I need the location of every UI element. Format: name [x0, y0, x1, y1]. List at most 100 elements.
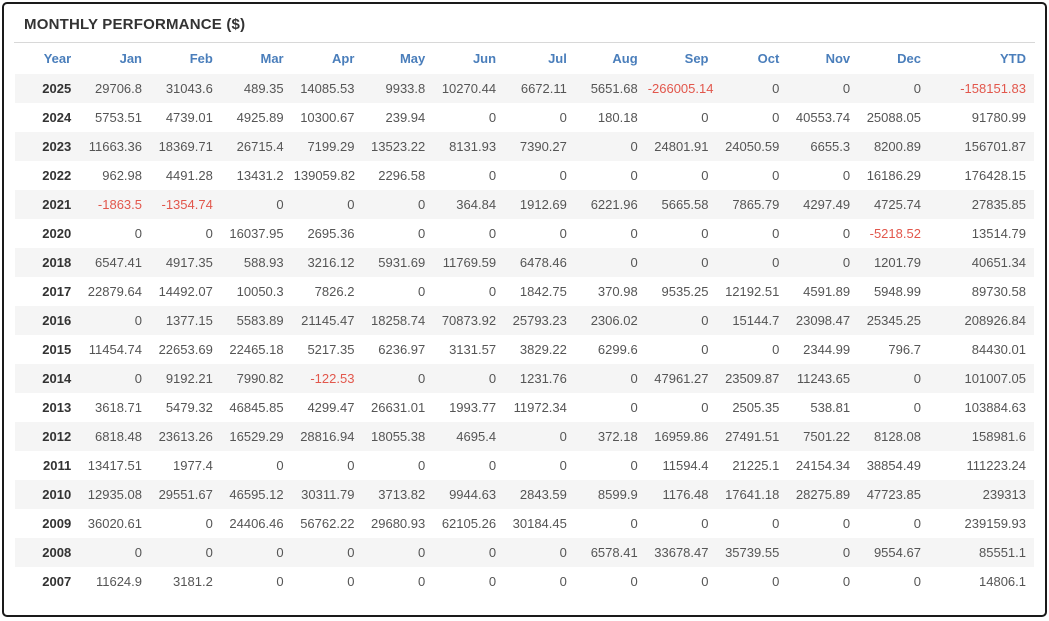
table-row: 2018 6547.41 4917.35 588.93 3216.12 5931.69 11…: [15, 248, 1034, 277]
column-header-dec[interactable]: Dec: [897, 51, 921, 66]
value-cell: 24801.91: [654, 139, 709, 154]
year-cell: 2014: [42, 371, 72, 386]
table-row: 2015 11454.74 22653.69 22465.18 5217.35 6236.…: [15, 335, 1034, 364]
value-cell: 5931.69: [378, 255, 426, 270]
value-cell: 0: [913, 516, 921, 531]
value-cell: 962.98: [102, 168, 142, 183]
column-header-jan[interactable]: Jan: [119, 51, 142, 66]
value-cell: 0: [772, 342, 780, 357]
column-header-ytd[interactable]: YTD: [1000, 51, 1026, 66]
value-cell: 101007.05: [964, 371, 1026, 386]
year-cell: 2025: [42, 81, 72, 96]
value-cell: -158151.83: [960, 81, 1026, 96]
value-cell: 0: [559, 110, 567, 125]
year-cell: 2020: [42, 226, 72, 241]
value-cell: 0: [276, 545, 284, 560]
value-cell: 7199.29: [307, 139, 355, 154]
value-cell: 0: [772, 226, 780, 241]
header-row: Year Jan Feb Mar Apr May Jun Jul Aug Sep Oct Nov Dec…: [15, 43, 1034, 74]
value-cell: 0: [772, 574, 780, 589]
value-cell: 47723.85: [866, 487, 921, 502]
value-cell: 25088.05: [866, 110, 921, 125]
value-cell: 0: [488, 110, 497, 125]
table-body: 2025 29706.8 31043.6 489.35 14085.53 9933.8 10…: [15, 74, 1034, 596]
value-cell: 6236.97: [378, 342, 426, 357]
value-cell: 0: [488, 371, 497, 386]
value-cell: 0: [205, 516, 213, 531]
value-cell: 372.18: [597, 429, 638, 444]
column-header-jul[interactable]: Jul: [548, 51, 567, 66]
value-cell: 0: [842, 516, 851, 531]
value-cell: 29680.93: [371, 516, 426, 531]
value-cell: 18258.74: [371, 313, 426, 328]
value-cell: 1231.76: [519, 371, 567, 386]
value-cell: 22465.18: [229, 342, 284, 357]
value-cell: 139059.82: [293, 168, 356, 183]
column-header-aug[interactable]: Aug: [612, 51, 638, 66]
value-cell: 31043.6: [165, 81, 213, 96]
value-cell: 0: [559, 226, 567, 241]
value-cell: 13431.2: [236, 168, 284, 183]
value-cell: 0: [347, 458, 355, 473]
column-header-may[interactable]: May: [399, 51, 426, 66]
value-cell: 24050.59: [725, 139, 780, 154]
year-cell: 2015: [42, 342, 72, 357]
value-cell: 11594.4: [662, 458, 709, 473]
value-cell: 30184.45: [512, 516, 567, 531]
title-divider: [14, 42, 1035, 43]
value-cell: 7826.2: [314, 284, 355, 299]
value-cell: 796.7: [888, 342, 921, 357]
column-header-oct[interactable]: Oct: [757, 51, 780, 66]
value-cell: 0: [418, 458, 426, 473]
table-row: 2008 0 0 0 0 0 0 0 6578.41 33678.47 35739.55 0 9554.…: [15, 538, 1034, 567]
year-cell: 2023: [42, 139, 72, 154]
value-cell: 18369.71: [158, 139, 213, 154]
column-header-sep[interactable]: Sep: [684, 51, 709, 66]
value-cell: 11972.34: [513, 400, 567, 415]
value-cell: -1354.74: [161, 197, 213, 212]
table-row: 2009 36020.61 0 24406.46 56762.22 29680.93 621…: [15, 509, 1034, 538]
column-header-apr[interactable]: Apr: [332, 51, 355, 66]
value-cell: 6655.3: [810, 139, 851, 154]
value-cell: 0: [347, 574, 355, 589]
value-cell: 0: [772, 516, 780, 531]
value-cell: 0: [559, 429, 567, 444]
value-cell: 111223.24: [966, 458, 1026, 473]
value-cell: 2296.58: [378, 168, 426, 183]
value-cell: -5218.52: [869, 226, 921, 241]
value-cell: 0: [205, 226, 213, 241]
column-header-nov[interactable]: Nov: [825, 51, 851, 66]
value-cell: 0: [134, 545, 142, 560]
value-cell: 28275.89: [795, 487, 851, 502]
value-cell: 6478.46: [519, 255, 567, 270]
value-cell: 0: [842, 574, 851, 589]
value-cell: 4591.89: [803, 284, 851, 299]
value-cell: 208926.84: [964, 313, 1026, 328]
value-cell: 0: [913, 400, 921, 415]
column-header-jun[interactable]: Jun: [472, 51, 497, 66]
value-cell: 11663.36: [88, 139, 142, 154]
value-cell: 1201.79: [873, 255, 921, 270]
column-header-year[interactable]: Year: [43, 51, 72, 66]
table-row: 2022 962.98 4491.28 13431.2 139059.82 2296.58…: [15, 161, 1034, 190]
value-cell: 158981.6: [971, 429, 1026, 444]
monthly-performance-table: Year Jan Feb Mar Apr May Jun Jul Aug Sep Oct Nov Dec…: [15, 43, 1034, 596]
column-header-feb[interactable]: Feb: [189, 51, 213, 66]
value-cell: 5217.35: [307, 342, 355, 357]
value-cell: 91780.99: [971, 110, 1026, 125]
value-cell: -1863.5: [97, 197, 142, 212]
value-cell: 0: [347, 197, 355, 212]
table-row: 2016 0 1377.15 5583.89 21145.47 18258.74 70873…: [15, 306, 1034, 335]
value-cell: 0: [842, 226, 851, 241]
column-header-mar[interactable]: Mar: [260, 51, 284, 66]
value-cell: 84430.01: [971, 342, 1026, 357]
value-cell: 4739.01: [165, 110, 213, 125]
value-cell: 0: [276, 574, 284, 589]
value-cell: 4725.74: [873, 197, 921, 212]
value-cell: 0: [913, 574, 921, 589]
value-cell: 0: [630, 516, 638, 531]
value-cell: 5753.51: [95, 110, 142, 125]
value-cell: 2306.02: [590, 313, 638, 328]
value-cell: 22653.69: [158, 342, 213, 357]
year-cell: 2009: [42, 516, 72, 531]
